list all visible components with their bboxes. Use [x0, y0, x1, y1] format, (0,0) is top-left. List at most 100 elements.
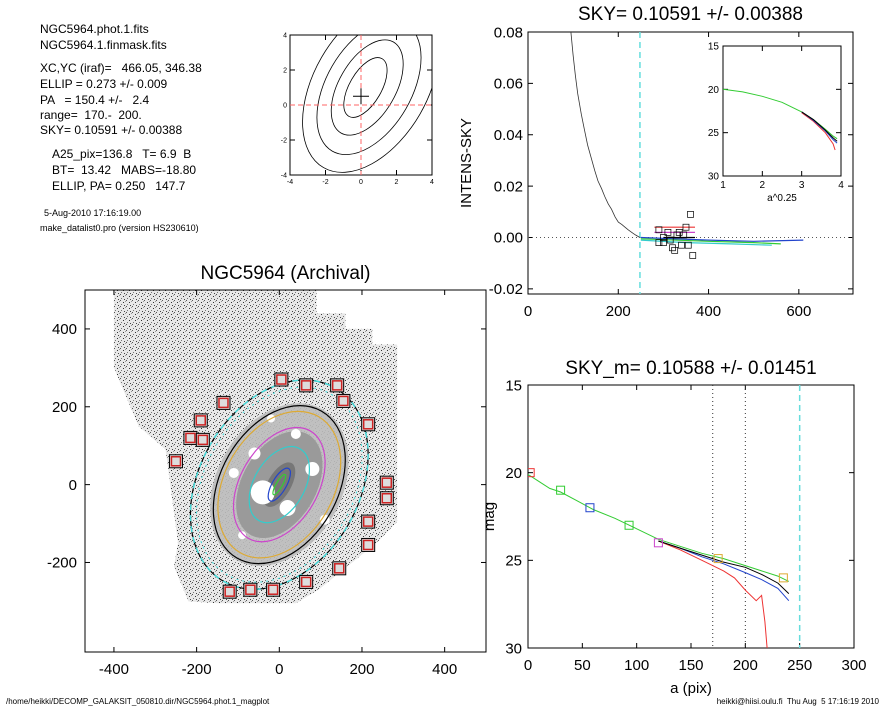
sky-square — [655, 239, 663, 246]
galaxy-mask-blob — [305, 462, 320, 477]
galaxy-sky-box-inner — [170, 456, 182, 467]
sky-frame — [527, 31, 854, 295]
galaxy-x-label: 400 — [432, 661, 457, 678]
galaxy-y-label: 0 — [69, 477, 77, 494]
inset-y-label: 20 — [708, 85, 720, 96]
galaxy-x-label: -400 — [99, 661, 129, 678]
mag-square — [556, 485, 566, 495]
galaxy-mask-blob — [238, 531, 247, 540]
mag-square — [585, 503, 595, 513]
sky-square — [664, 229, 672, 236]
galaxy-isophote-4 — [267, 467, 292, 502]
galaxy-sky-box-inner — [267, 584, 279, 595]
inset-y-label: 15 — [708, 42, 720, 53]
galaxy-frame — [84, 289, 487, 653]
info-date: 5-Aug-2010 17:16:19.00 — [44, 208, 142, 218]
contour-group — [290, 35, 432, 175]
info-line-10: ELLIP, PA= 0.250 147.7 — [52, 179, 186, 193]
galaxy-x-label: 200 — [349, 661, 374, 678]
inset-x-label: 4 — [838, 180, 844, 191]
galaxy-mask-blob — [228, 467, 239, 478]
footer-left: /home/heikki/DECOMP_GALAKSIT_050810.dir/… — [6, 697, 270, 706]
galaxy-sky-ellipse-inner — [195, 386, 363, 583]
galaxy-x-label: -200 — [182, 661, 212, 678]
galaxy-sky-box-inner — [362, 516, 374, 527]
galaxy-sky-box — [379, 491, 394, 506]
sky-x-label: 600 — [786, 303, 811, 320]
sky-square — [660, 234, 667, 241]
sky-square — [673, 231, 681, 239]
galaxy-sky-box — [361, 417, 376, 432]
galaxy-sky-box-inner — [224, 586, 235, 597]
galaxy-sky-box — [243, 582, 258, 597]
inset-series-1 — [801, 112, 836, 151]
galaxy-title: NGC5964 (Archival) — [201, 263, 371, 284]
sky-y-label: -0.02 — [489, 281, 523, 298]
info-line-9: BT= 13.42 MABS=-18.80 — [52, 163, 197, 177]
sky-y-label: 0.04 — [494, 127, 523, 144]
inset-y-label: 25 — [708, 128, 720, 139]
galaxy-isophote-0 — [212, 405, 346, 565]
info-line-5: PA = 150.4 +/- 2.4 — [40, 93, 150, 107]
galaxy-sky-box-inner — [331, 380, 343, 391]
galaxy-sky-box — [299, 574, 314, 589]
inset-x-label: 2 — [760, 180, 766, 191]
sky-square — [655, 226, 663, 234]
galaxy-sky-box — [379, 475, 394, 490]
galaxy-sky-box — [330, 378, 345, 393]
galaxy-y-label: 200 — [52, 399, 77, 416]
contour-y-label: -4 — [281, 172, 287, 179]
mag-x-label: 250 — [787, 657, 812, 674]
galaxy-sky-box-inner — [362, 539, 374, 551]
sky-square — [680, 231, 688, 239]
mag-x-label: 100 — [624, 657, 649, 674]
sky-title: SKY= 0.10591 +/- 0.00388 — [578, 4, 803, 25]
sky-x-label: 400 — [696, 303, 721, 320]
info-line-2: NGC5964.1.finmask.fits — [40, 38, 167, 52]
galaxy-isophote-5 — [272, 473, 287, 496]
contour-ellipse-2 — [316, 35, 422, 156]
sky-square — [660, 239, 667, 246]
sky-square — [666, 236, 674, 244]
galaxy-sky-box-inner — [300, 380, 312, 391]
galaxy-sky-box-inner — [381, 477, 393, 488]
info-program: make_datalist0.pro (version HS230610) — [40, 223, 199, 233]
sky-y-label: 0.00 — [494, 230, 523, 247]
sky-square — [675, 229, 683, 236]
mag-xlabel: a (pix) — [670, 680, 712, 697]
inset-y-label: 30 — [708, 172, 720, 183]
info-line-1: NGC5964.phot.1.fits — [40, 22, 149, 36]
sky-y-label: 0.02 — [494, 178, 523, 195]
mag-title: SKY_m= 0.10588 +/- 0.01451 — [565, 358, 816, 379]
galaxy-mask-blob — [290, 429, 301, 440]
mag-x-label: 150 — [678, 657, 703, 674]
galaxy-y-label: -200 — [47, 555, 77, 572]
mag-series-3 — [658, 540, 790, 594]
galaxy-sky-box-inner — [276, 374, 287, 385]
mag-x-label: 200 — [733, 657, 758, 674]
inset-series-3 — [801, 111, 838, 142]
inset-x-label: 3 — [799, 180, 805, 191]
info-panel: NGC5964.phot.1.fits NGC5964.1.finmask.fi… — [0, 0, 290, 240]
contour-x-label: 2 — [395, 179, 399, 186]
mag-y-label: 30 — [505, 640, 522, 657]
info-line-7: SKY= 0.10591 +/- 0.00388 — [40, 123, 183, 137]
sky-square — [682, 223, 690, 231]
sky-ylabel: INTENS-SKY — [458, 118, 475, 208]
sky-square — [689, 252, 697, 259]
sky-square — [671, 246, 679, 254]
sky-y-label: 0.06 — [494, 76, 523, 93]
mag-square — [653, 538, 663, 548]
galaxy-mask-blob — [279, 499, 296, 516]
galaxy-isophote-2 — [232, 426, 326, 543]
mag-ylabel: mag — [481, 502, 498, 531]
galaxy-sky-box-inner — [300, 576, 312, 588]
galaxy-sky-box-inner — [381, 492, 393, 504]
contour-ellipse-0 — [343, 57, 388, 118]
mag-x-label: 0 — [524, 657, 532, 674]
contour-ellipse-3 — [302, 35, 432, 173]
galaxy-sky-box — [216, 395, 231, 410]
contour-x-label: 0 — [359, 179, 363, 186]
sky-square — [669, 244, 676, 252]
